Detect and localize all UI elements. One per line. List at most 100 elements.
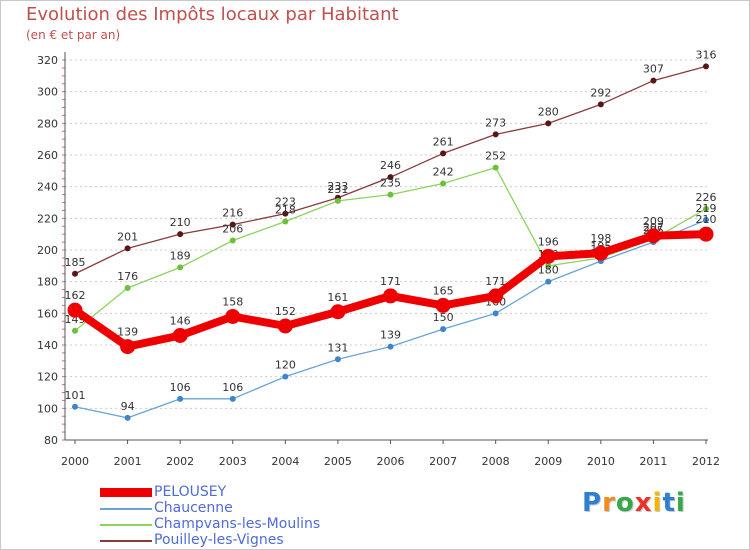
y-tick-label: 260	[37, 149, 58, 162]
y-tick-label: 280	[37, 117, 58, 130]
data-label-champvans-les-moulins: 189	[170, 249, 191, 262]
x-tick-label: 2012	[692, 455, 720, 468]
data-label-chaucenne: 139	[380, 329, 401, 342]
data-label-champvans-les-moulins: 242	[433, 166, 454, 179]
data-point-pouilley-les-vignes	[229, 221, 236, 228]
data-label-champvans-les-moulins: 235	[380, 177, 401, 190]
data-label-pelousey: 209	[643, 215, 664, 228]
data-point-champvans-les-moulins	[177, 264, 184, 271]
x-tick-label: 2004	[271, 455, 299, 468]
y-tick-label: 200	[37, 244, 58, 257]
data-point-champvans-les-moulins	[282, 218, 289, 225]
x-tick-label: 2010	[587, 455, 615, 468]
y-tick-label: 140	[37, 339, 58, 352]
data-point-pouilley-les-vignes	[282, 210, 289, 217]
legend-item-pelousey: PELOUSEY	[100, 484, 420, 500]
data-point-chaucenne	[492, 310, 499, 317]
data-point-pelousey	[277, 318, 293, 334]
logo-letter: P	[582, 488, 603, 518]
data-label-pelousey: 158	[222, 296, 243, 309]
y-tick-label: 320	[37, 54, 58, 67]
data-point-chaucenne	[387, 343, 394, 350]
data-point-champvans-les-moulins	[387, 191, 394, 198]
data-point-chaucenne	[440, 326, 447, 333]
data-point-chaucenne	[545, 278, 552, 285]
data-label-champvans-les-moulins: 176	[117, 270, 138, 283]
legend-swatch-pelousey	[100, 488, 152, 497]
x-tick-label: 2009	[534, 455, 562, 468]
data-label-pouilley-les-vignes: 280	[538, 105, 559, 118]
logo-letter: t	[662, 488, 676, 518]
data-label-pouilley-les-vignes: 210	[170, 216, 191, 229]
data-point-champvans-les-moulins	[440, 180, 447, 187]
y-tick-label: 240	[37, 181, 58, 194]
data-point-pouilley-les-vignes	[492, 131, 499, 138]
data-point-champvans-les-moulins	[334, 197, 341, 204]
y-tick-label: 180	[37, 276, 58, 289]
y-tick-label: 220	[37, 212, 58, 225]
data-label-chaucenne: 94	[121, 400, 135, 413]
logo-letter: i	[652, 488, 663, 518]
data-point-pelousey	[435, 297, 451, 313]
data-point-pelousey	[120, 339, 136, 355]
data-point-pouilley-les-vignes	[124, 245, 131, 252]
y-tick-label: 300	[37, 86, 58, 99]
chart-legend: PELOUSEY Chaucenne Champvans-les-Moulins…	[100, 484, 420, 548]
y-tick-label: 80	[44, 434, 58, 447]
logo-letter: i	[675, 488, 686, 518]
data-point-champvans-les-moulins	[124, 285, 131, 291]
x-tick-label: 2001	[114, 455, 142, 468]
data-label-pouilley-les-vignes: 185	[65, 256, 86, 269]
data-point-chaucenne	[282, 373, 289, 380]
y-tick-label: 160	[37, 307, 58, 320]
legend-label-pelousey: PELOUSEY	[154, 484, 227, 500]
data-point-pouilley-les-vignes	[703, 63, 709, 70]
data-point-pelousey	[488, 288, 504, 304]
x-tick-label: 2003	[219, 455, 247, 468]
data-label-pouilley-les-vignes: 201	[117, 230, 138, 243]
logo-letter: o	[615, 488, 635, 518]
x-tick-label: 2007	[429, 455, 457, 468]
data-label-pelousey: 210	[696, 213, 717, 226]
data-label-chaucenne: 101	[65, 389, 86, 402]
data-label-pelousey: 171	[380, 275, 401, 288]
data-label-champvans-les-moulins: 231	[327, 183, 348, 196]
data-point-champvans-les-moulins	[72, 327, 78, 334]
data-label-pouilley-les-vignes: 292	[590, 86, 611, 99]
data-point-chaucenne	[703, 216, 709, 223]
data-label-pelousey: 139	[117, 326, 138, 339]
data-label-champvans-les-moulins: 218	[275, 204, 296, 217]
data-point-pelousey	[330, 304, 346, 320]
data-label-pouilley-les-vignes: 233	[327, 180, 348, 193]
data-point-champvans-les-moulins	[492, 164, 499, 171]
data-point-chaucenne	[124, 414, 131, 421]
data-label-chaucenne: 180	[538, 264, 559, 277]
data-label-chaucenne: 131	[327, 341, 348, 354]
legend-label-pouilley-les-vignes: Pouilley-les-Vignes	[154, 532, 284, 548]
data-point-chaucenne	[334, 356, 341, 363]
data-label-champvans-les-moulins: 226	[696, 191, 717, 204]
data-label-pouilley-les-vignes: 216	[222, 207, 243, 220]
data-label-pelousey: 165	[433, 284, 454, 297]
data-point-pelousey	[225, 309, 241, 324]
data-label-chaucenne: 150	[433, 311, 454, 324]
data-label-chaucenne: 219	[696, 202, 717, 215]
legend-label-chaucenne: Chaucenne	[154, 500, 233, 516]
data-point-pouilley-les-vignes	[597, 101, 604, 108]
data-point-pelousey	[172, 328, 188, 343]
data-point-pouilley-les-vignes	[650, 77, 657, 84]
data-point-champvans-les-moulins	[545, 262, 552, 269]
legend-item-chaucenne: Chaucenne	[100, 500, 420, 516]
y-tick-label: 100	[37, 402, 58, 415]
data-label-pelousey: 146	[170, 315, 191, 328]
data-label-pouilley-les-vignes: 273	[485, 116, 506, 129]
y-tick-label: 120	[37, 371, 58, 384]
x-tick-label: 2005	[324, 455, 352, 468]
legend-label-champvans-les-moulins: Champvans-les-Moulins	[154, 516, 321, 532]
data-label-pouilley-les-vignes: 246	[380, 159, 401, 172]
data-label-pelousey: 152	[275, 305, 296, 318]
data-point-pelousey	[67, 302, 83, 318]
data-label-pouilley-les-vignes: 307	[643, 63, 664, 76]
legend-swatch-chaucenne	[100, 508, 152, 510]
